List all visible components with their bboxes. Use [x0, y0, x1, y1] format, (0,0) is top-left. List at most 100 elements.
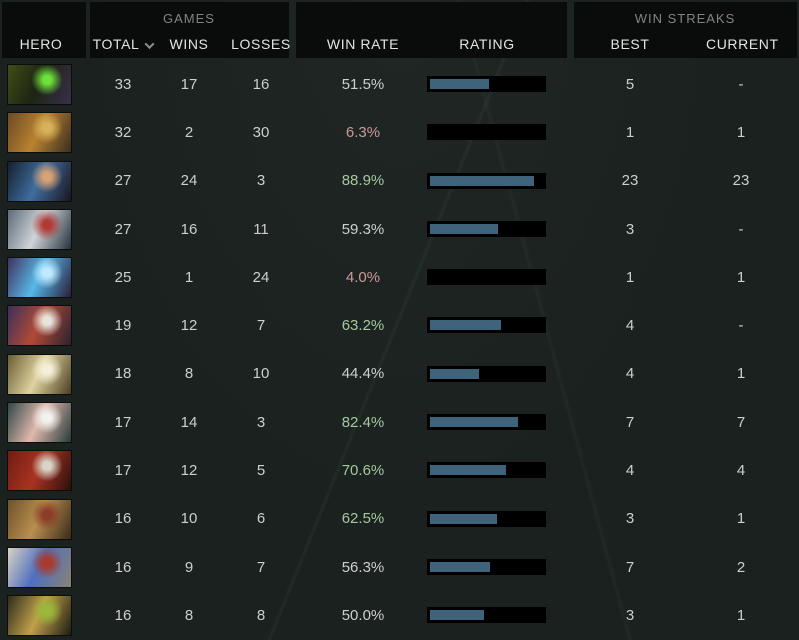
losses-value: 5: [256, 462, 266, 480]
hero-portrait-7[interactable]: [8, 354, 71, 394]
total-games-value: 16: [114, 606, 132, 624]
losses-value: 3: [256, 172, 266, 190]
wins-value: 14: [180, 413, 198, 431]
total-games-value: 25: [114, 268, 132, 286]
losses-value: 24: [252, 268, 270, 286]
win-rate-value: 51.5%: [341, 75, 385, 93]
win-rate-value: 6.3%: [345, 123, 381, 141]
best-streak-value: 7: [625, 558, 635, 576]
wins-value: 8: [184, 606, 194, 624]
hero-portrait-12[interactable]: [8, 596, 71, 636]
column-header-win-rate[interactable]: WIN RATE: [326, 36, 400, 52]
best-streak-value: 5: [625, 75, 635, 93]
best-streak-value: 23: [621, 172, 639, 190]
hero-portrait-3[interactable]: [8, 161, 71, 201]
table-row[interactable]: 17 14 3 82.4% 7 7: [0, 398, 799, 446]
hero-portrait-6[interactable]: [8, 306, 71, 346]
table-row[interactable]: 33 17 16 51.5% 5 -: [0, 60, 799, 108]
table-row[interactable]: 25 1 24 4.0% 1 1: [0, 253, 799, 301]
current-streak-value: -: [738, 220, 744, 238]
hero-portrait-11[interactable]: [8, 547, 71, 587]
win-rate-value: 59.3%: [341, 220, 385, 238]
games-group-title: GAMES: [163, 11, 215, 26]
table-row[interactable]: 27 16 11 59.3% 3 -: [0, 205, 799, 253]
rating-bar-fill: [430, 561, 490, 572]
wins-value: 1: [184, 268, 194, 286]
hero-stats-table-body: 33 17 16 51.5% 5 - 32 2 30 6.3% 1 1 27 2…: [0, 60, 799, 640]
table-row[interactable]: 19 12 7 63.2% 4 -: [0, 301, 799, 349]
losses-value: 16: [252, 75, 270, 93]
column-header-rating[interactable]: RATING: [459, 36, 515, 52]
wins-value: 9: [184, 558, 194, 576]
wins-value: 12: [180, 317, 198, 335]
table-row[interactable]: 32 2 30 6.3% 1 1: [0, 108, 799, 156]
wins-value: 12: [180, 462, 198, 480]
current-streak-value: 1: [736, 606, 746, 624]
header-block-games: [90, 2, 289, 58]
rating-bar: [427, 462, 546, 479]
column-header-total[interactable]: TOTAL: [88, 36, 158, 53]
wins-value: 24: [180, 172, 198, 190]
table-row[interactable]: 16 8 8 50.0% 3 1: [0, 591, 799, 639]
wins-value: 17: [180, 75, 198, 93]
total-games-value: 33: [114, 75, 132, 93]
best-streak-value: 3: [625, 510, 635, 528]
best-streak-value: 4: [625, 317, 635, 335]
table-row[interactable]: 17 12 5 70.6% 4 4: [0, 446, 799, 494]
rating-bar: [427, 172, 546, 189]
win-rate-value: 4.0%: [345, 268, 381, 286]
table-row[interactable]: 16 10 6 62.5% 3 1: [0, 495, 799, 543]
win-rate-value: 63.2%: [341, 317, 385, 335]
column-header-current[interactable]: CURRENT: [706, 36, 779, 52]
current-streak-value: 7: [736, 413, 746, 431]
total-games-value: 16: [114, 558, 132, 576]
hero-portrait-10[interactable]: [8, 499, 71, 539]
best-streak-value: 3: [625, 606, 635, 624]
hero-portrait-2[interactable]: [8, 113, 71, 153]
column-header-total-label: TOTAL: [92, 36, 140, 52]
table-row[interactable]: 16 9 7 56.3% 7 2: [0, 543, 799, 591]
best-streak-value: 1: [625, 268, 635, 286]
best-streak-value: 7: [625, 413, 635, 431]
table-row[interactable]: 18 8 10 44.4% 4 1: [0, 350, 799, 398]
current-streak-value: 1: [736, 365, 746, 383]
win-rate-value: 88.9%: [341, 172, 385, 190]
losses-value: 3: [256, 413, 266, 431]
hero-portrait-9[interactable]: [8, 451, 71, 491]
rating-bar-fill: [430, 223, 498, 234]
hero-portrait-5[interactable]: [8, 258, 71, 298]
hero-portrait-8[interactable]: [8, 403, 71, 443]
losses-value: 8: [256, 606, 266, 624]
column-header-best[interactable]: BEST: [610, 36, 650, 52]
total-games-value: 27: [114, 172, 132, 190]
hero-portrait-4[interactable]: [8, 209, 71, 249]
losses-value: 7: [256, 558, 266, 576]
win-rate-value: 82.4%: [341, 413, 385, 431]
current-streak-value: 2: [736, 558, 746, 576]
current-streak-value: 1: [736, 510, 746, 528]
losses-value: 10: [252, 365, 270, 383]
wins-value: 8: [184, 365, 194, 383]
losses-value: 7: [256, 317, 266, 335]
rating-bar: [427, 269, 546, 286]
column-header-hero: HERO: [19, 36, 63, 52]
total-games-value: 18: [114, 365, 132, 383]
current-streak-value: 1: [736, 123, 746, 141]
losses-value: 11: [253, 220, 269, 238]
column-header-wins[interactable]: WINS: [169, 36, 209, 52]
win-rate-value: 70.6%: [341, 462, 385, 480]
rating-bar: [427, 414, 546, 431]
total-games-value: 17: [114, 462, 132, 480]
wins-value: 2: [184, 123, 194, 141]
rating-bar: [427, 124, 546, 141]
total-games-value: 32: [114, 123, 132, 141]
win-streaks-group-title: WIN STREAKS: [634, 11, 736, 26]
rating-bar-fill: [430, 320, 502, 331]
best-streak-value: 4: [625, 462, 635, 480]
win-rate-value: 44.4%: [341, 365, 385, 383]
column-header-losses[interactable]: LOSSES: [231, 36, 291, 52]
table-row[interactable]: 27 24 3 88.9% 23 23: [0, 157, 799, 205]
header-block-win-streaks: [574, 2, 797, 58]
hero-portrait-1[interactable]: [8, 65, 71, 104]
